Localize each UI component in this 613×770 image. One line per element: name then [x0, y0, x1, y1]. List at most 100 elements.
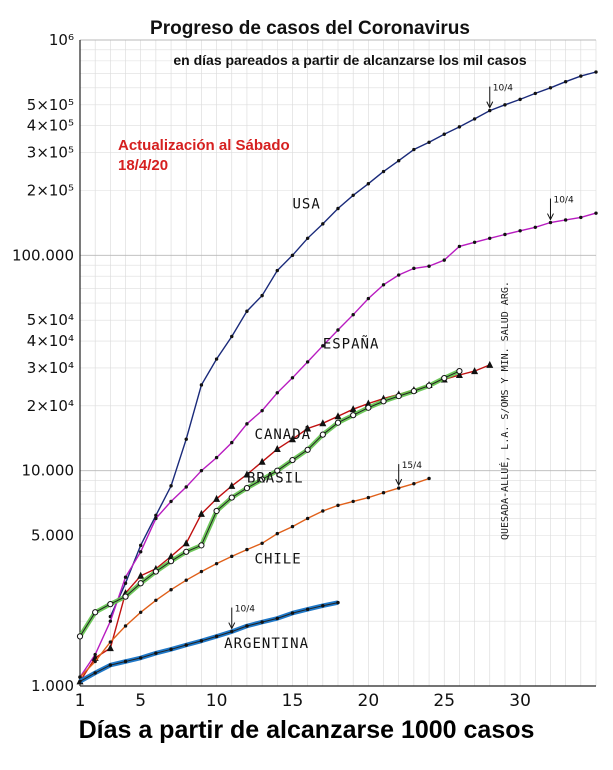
data-point [321, 509, 325, 513]
data-point [123, 624, 128, 628]
date-marker-arrowhead [395, 478, 403, 487]
data-point [563, 80, 568, 84]
y-tick-label: 4×10⁴ [27, 332, 74, 350]
y-tick-label: 3×10⁴ [27, 359, 74, 377]
x-tick-label: 15 [282, 691, 304, 711]
data-point [230, 554, 234, 559]
data-point [245, 309, 249, 313]
data-point [321, 603, 325, 608]
data-point [304, 446, 311, 453]
data-point [290, 524, 295, 529]
data-point [228, 481, 236, 489]
data-point [123, 659, 128, 664]
data-point [243, 470, 251, 478]
update-note: Actualización al Sábado 18/4/20 [118, 137, 290, 174]
data-point [472, 117, 477, 121]
data-point [548, 86, 553, 90]
x-tick-label: 30 [509, 691, 531, 711]
data-point [197, 509, 205, 517]
data-point [184, 578, 188, 582]
data-point [336, 328, 340, 332]
y-tick-label: 10.000 [22, 462, 75, 480]
data-point [106, 644, 114, 652]
data-point [290, 253, 295, 258]
data-point [199, 569, 204, 574]
data-point [397, 273, 401, 277]
data-point [230, 334, 234, 339]
y-tick-label: 5.000 [31, 526, 74, 544]
series-line [79, 364, 491, 682]
data-point [139, 543, 143, 548]
data-point [169, 647, 173, 652]
data-point [139, 550, 143, 554]
y-tick-label: 100.000 [12, 246, 74, 264]
data-point [381, 169, 386, 174]
data-point [563, 218, 568, 222]
series-label: CANADÁ [255, 426, 312, 443]
data-point [214, 634, 219, 639]
data-point [503, 103, 507, 107]
data-point [533, 91, 537, 96]
data-point [321, 222, 325, 226]
x-tick-label: 25 [433, 691, 455, 711]
data-point [137, 580, 144, 587]
series-label: BRASIL [247, 471, 304, 487]
data-point [334, 419, 342, 426]
data-point [230, 629, 234, 634]
data-point [167, 558, 175, 565]
data-point [412, 481, 416, 486]
y-tick-label: 1.000 [31, 677, 74, 695]
data-point [289, 456, 296, 464]
date-marker-label: 15/4 [402, 461, 422, 471]
data-point [213, 494, 221, 502]
data-point [245, 422, 249, 426]
data-point [442, 132, 446, 136]
data-point [154, 513, 158, 518]
data-point [290, 611, 295, 615]
data-point [395, 392, 402, 400]
data-point [442, 258, 446, 262]
series-chile: CHILE 15/4 [78, 461, 431, 679]
data-point [214, 455, 219, 460]
data-point [139, 656, 143, 660]
data-point [457, 125, 462, 129]
data-point [108, 640, 113, 644]
data-point [334, 412, 342, 420]
data-point [305, 516, 310, 521]
data-point [518, 229, 522, 233]
series-layer: USA 10/4 ESPAÑA 10/4 CANADÁ BRASIL CHILE 15/4 AR… [76, 70, 598, 685]
data-point [336, 600, 340, 605]
data-point [123, 581, 128, 585]
data-point [365, 404, 372, 411]
series-brasil: BRASIL [76, 367, 463, 640]
data-point [260, 408, 264, 413]
data-point [305, 607, 310, 612]
data-point [230, 440, 234, 445]
y-tick-label: 2×10⁵ [27, 182, 74, 200]
data-point [548, 220, 553, 225]
y-tick-label: 5×10⁴ [27, 311, 74, 329]
data-point [154, 516, 158, 521]
data-point [169, 484, 173, 488]
chart-subtitle: en días pareados a partir de alcanzarse … [173, 52, 527, 68]
date-marker-label: 10/4 [235, 605, 255, 615]
x-tick-label: 5 [135, 691, 146, 711]
source-note: QUESADA-ALLUÉ, L.A. S/OMS Y MIN. SALUD A… [500, 281, 511, 540]
data-point [349, 405, 357, 413]
data-point [154, 598, 158, 603]
data-point [199, 639, 204, 643]
data-point [366, 296, 371, 301]
data-point [351, 313, 355, 317]
x-tick-label: 1 [75, 691, 86, 711]
series-label: ARGENTINA [224, 636, 309, 652]
data-point [336, 206, 340, 211]
data-point [351, 499, 355, 504]
data-point [199, 468, 204, 473]
data-point [305, 360, 310, 364]
series-label: USA [292, 197, 320, 213]
chart-title: Progreso de casos del Coronavirus [150, 18, 470, 39]
date-marker-arrowhead [547, 213, 554, 221]
data-point [427, 264, 431, 268]
data-point [456, 367, 463, 375]
data-point [93, 671, 97, 675]
